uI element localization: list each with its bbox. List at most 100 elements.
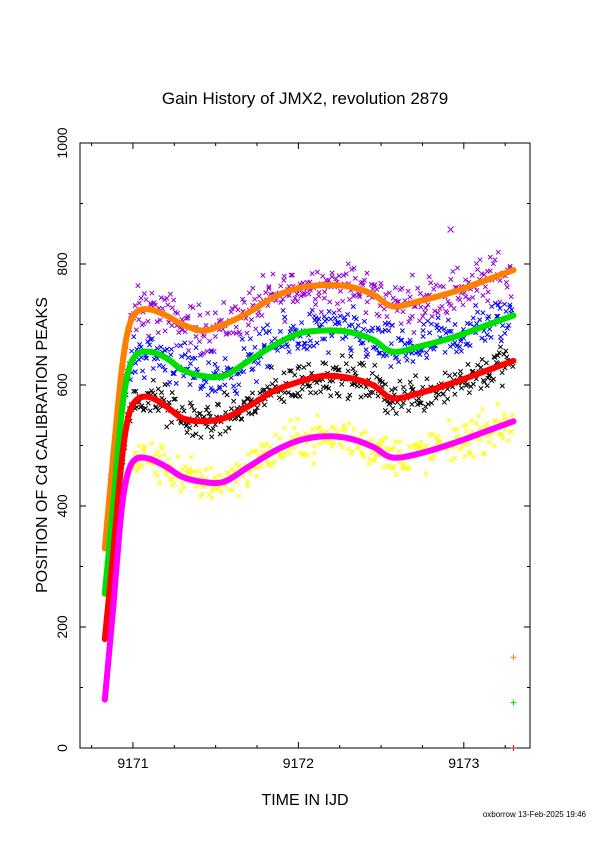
scatter-point [474,321,480,327]
scatter-point [174,310,181,316]
fit-point [114,563,120,569]
fit-point [118,420,124,426]
scatter-point [236,382,242,388]
scatter-point [421,407,427,414]
scatter-point [159,445,165,451]
scatter-point [150,365,156,372]
scatter-point [206,492,212,498]
scatter-point [484,420,490,427]
scatter-point [492,354,498,361]
scatter-point [381,306,387,312]
scatter-point [281,273,287,279]
scatter-point [296,363,302,369]
scatter-point [177,343,184,349]
scatter-point [448,276,454,282]
scatter-point [450,268,456,275]
scatter-point [260,443,266,449]
scatter-point [375,327,382,333]
scatter-point [154,472,160,479]
scatter-point [241,400,247,406]
scatter-point [393,471,399,477]
scatter-point [143,297,149,303]
x-tick-label: 9172 [283,755,314,771]
fit-point [104,668,110,674]
scatter-point [470,381,476,387]
scatter-point [332,315,338,321]
fit-curve [101,312,517,597]
scatter-point [337,441,343,447]
scatter-point [245,479,251,485]
scatter-point [480,310,486,316]
scatter-point [406,408,412,414]
scatter-point [406,319,412,325]
scatter-point [280,307,286,314]
scatter-point [423,305,429,311]
scatter-point [361,326,367,332]
scatter-point [495,302,501,308]
outlier-point [510,699,517,706]
scatter-point [364,299,370,305]
scatter-point [210,426,216,432]
scatter-point [388,363,394,370]
scatter-point [132,450,138,456]
scatter-point [250,366,256,372]
scatter-point [428,280,434,286]
scatter-point [165,302,171,308]
outlier-point [510,654,517,661]
scatter-point [423,350,429,356]
scatter-point [292,295,298,301]
scatter-point [212,388,218,394]
scatter-point [361,454,367,460]
scatter-point [473,261,480,267]
scatter-point [470,294,476,301]
scatter-point [481,450,487,456]
scatter-point [499,436,506,442]
scatter-point [497,344,504,350]
scatter-point [240,369,247,375]
scatter-point [415,285,421,291]
fit-point [115,497,121,503]
scatter-point [217,473,223,479]
scatter-point [339,444,345,451]
scatter-point [469,272,475,278]
scatter-point [239,416,245,422]
scatter-point [432,453,438,459]
scatter-point [299,386,305,392]
scatter-point [239,336,245,342]
scatter-point [187,361,194,367]
scatter-point [266,285,272,291]
scatter-point [217,431,223,437]
scatter-point [191,407,197,414]
scatter-point [388,446,394,452]
scatter-point [302,430,308,436]
scatter-point [186,466,192,472]
fit-point [119,456,125,462]
fit-point [123,383,129,389]
scatter-point [254,405,260,411]
scatter-point [477,317,483,323]
scatter-point [264,322,271,328]
scatter-point [236,329,242,335]
scatter-point [301,345,307,351]
scatter-point [290,323,296,329]
scatter-point [265,384,271,390]
scatter-point [306,291,312,297]
scatter-point [410,386,416,392]
scatter-point [133,327,139,333]
scatter-point [250,449,256,455]
scatter-point [392,284,398,291]
scatter-point [425,302,431,308]
scatter-point [398,337,404,343]
scatter-point [187,303,193,309]
scatter-point [309,307,315,313]
scatter-point [208,349,214,355]
scatter-point [286,349,292,355]
scatter-point [369,370,375,376]
scatter-point [447,373,453,379]
scatter-point [442,370,448,376]
scatter-point [208,465,214,471]
scatter-point [501,415,507,422]
scatter-point [452,340,458,346]
scatter-point [393,410,399,416]
scatter-point [158,295,164,301]
